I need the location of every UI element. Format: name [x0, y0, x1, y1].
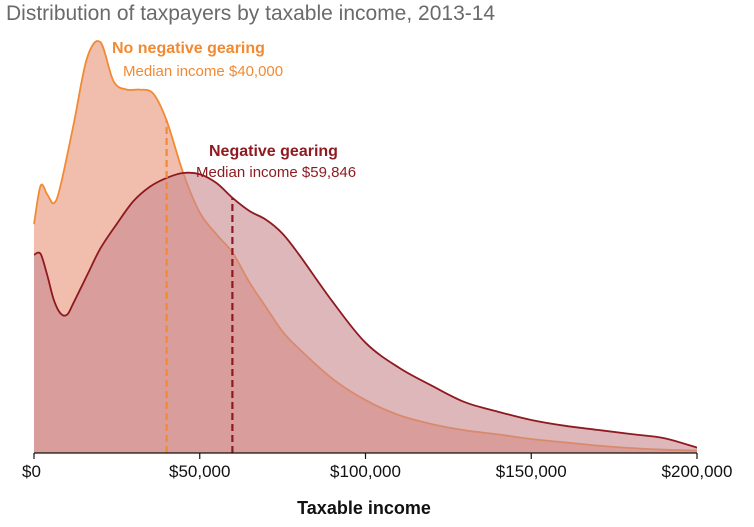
annotation-title-no-negative-gearing: No negative gearing — [112, 40, 265, 57]
x-tick-label: $200,000 — [662, 462, 733, 481]
x-tick-label: $100,000 — [330, 462, 401, 481]
x-tick-label: $0 — [22, 462, 41, 481]
x-axis-label: Taxable income — [297, 498, 431, 518]
annotation-title-negative-gearing: Negative gearing — [209, 143, 338, 160]
annotation-median-negative-gearing: Median income $59,846 — [196, 164, 356, 181]
area-negative-gearing — [34, 172, 697, 453]
annotation-median-no-negative-gearing: Median income $40,000 — [123, 63, 283, 80]
x-tick-label: $50,000 — [169, 462, 230, 481]
x-tick-label: $150,000 — [496, 462, 567, 481]
chart-title: Distribution of taxpayers by taxable inc… — [6, 2, 496, 25]
